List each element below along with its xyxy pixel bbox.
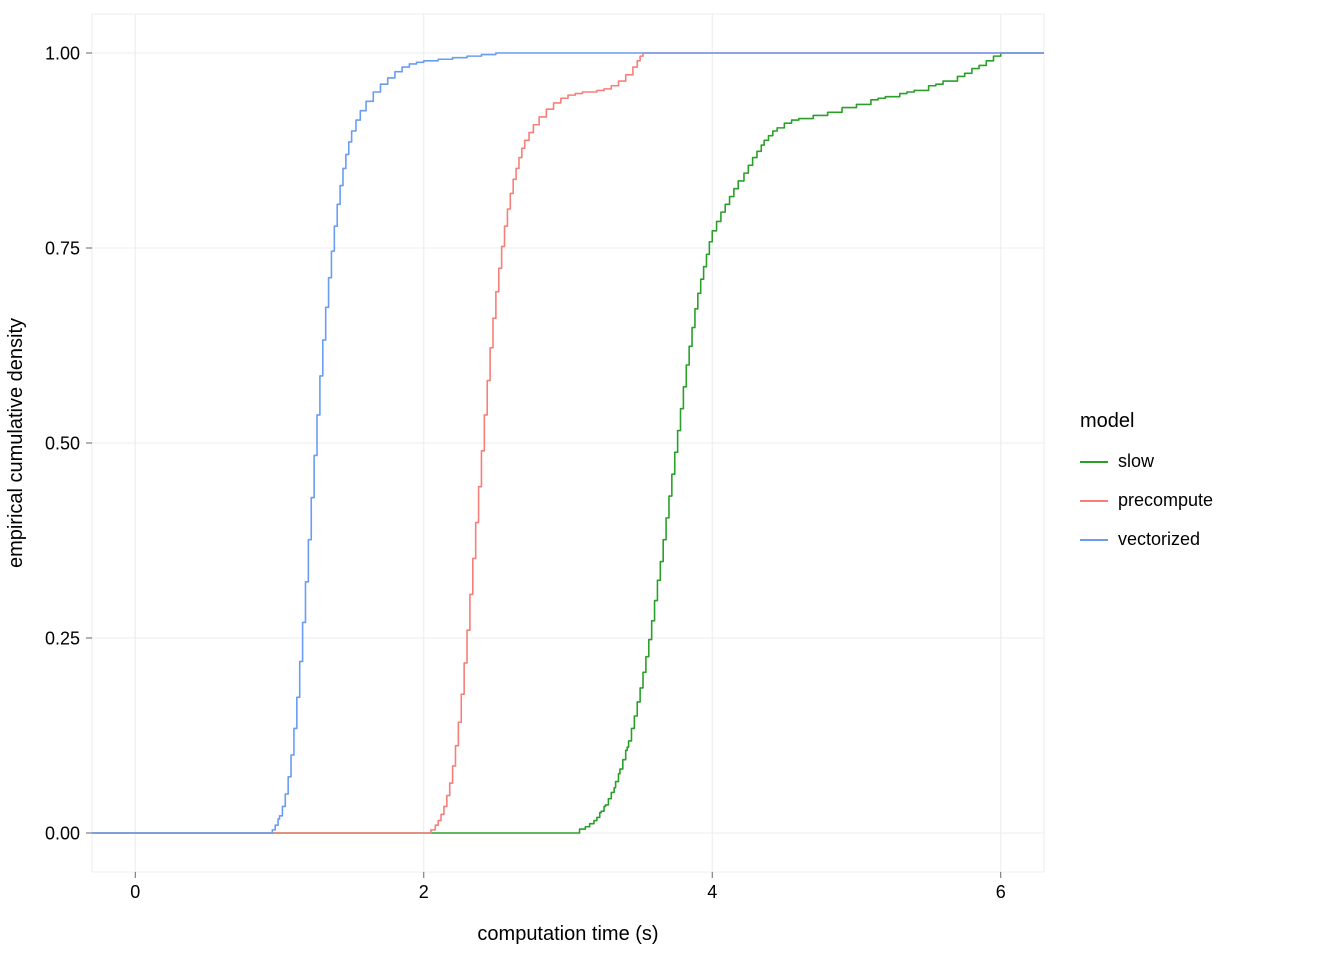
y-tick-label: 0.75	[45, 238, 80, 258]
legend-item-slow: slow	[1080, 451, 1213, 472]
legend-label: slow	[1118, 451, 1154, 472]
legend: model slow precompute vectorized	[1080, 410, 1213, 550]
legend-swatch-precompute	[1080, 500, 1108, 502]
legend-label: precompute	[1118, 490, 1213, 511]
y-tick-label: 0.25	[45, 628, 80, 648]
x-tick-label: 0	[130, 882, 140, 902]
x-tick-label: 6	[996, 882, 1006, 902]
legend-title: model	[1080, 410, 1213, 433]
x-tick-label: 4	[707, 882, 717, 902]
y-tick-label: 0.00	[45, 823, 80, 843]
ecdf-chart: 0 2 4 6 0.00 0.25 0.50 0.75 1.00 computation time…	[0, 0, 1060, 963]
y-tick-label: 0.50	[45, 433, 80, 453]
legend-swatch-slow	[1080, 461, 1108, 463]
y-tick-label: 1.00	[45, 43, 80, 63]
legend-label: vectorized	[1118, 529, 1200, 550]
x-axis-label: computation time (s)	[477, 923, 658, 945]
chart-svg: 0 2 4 6 0.00 0.25 0.50 0.75 1.00 computation time…	[0, 0, 1060, 958]
legend-item-precompute: precompute	[1080, 490, 1213, 511]
legend-swatch-vectorized	[1080, 539, 1108, 541]
legend-item-vectorized: vectorized	[1080, 529, 1213, 550]
x-tick-label: 2	[419, 882, 429, 902]
y-axis-label: empirical cumulative density	[5, 317, 27, 567]
